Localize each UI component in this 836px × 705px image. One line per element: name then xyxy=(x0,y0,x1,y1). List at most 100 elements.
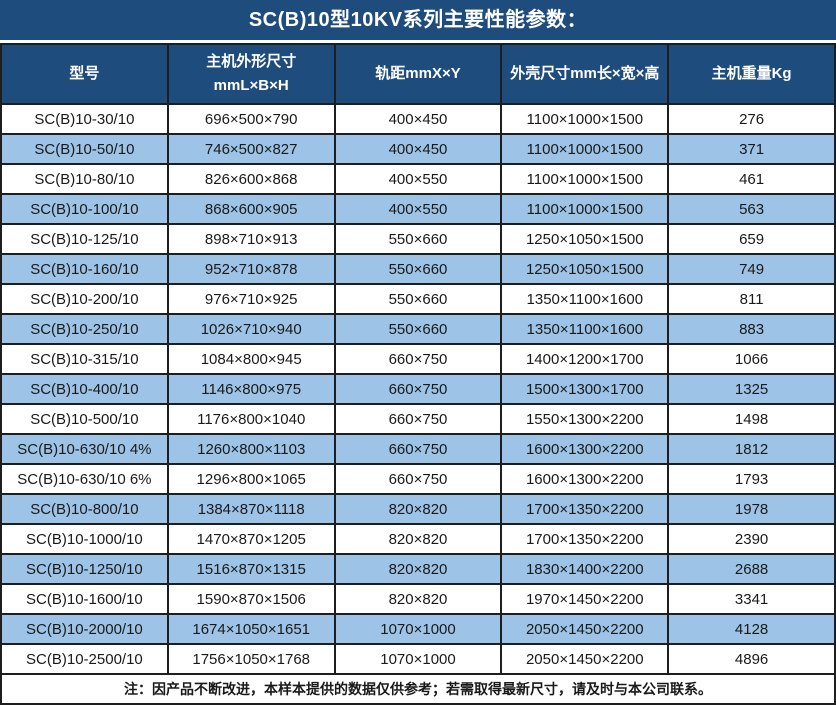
table-row: SC(B)10-250/10 1026×710×940 550×660 1350×11… xyxy=(0,313,836,345)
table-cell: 2050×1450×2200 xyxy=(500,643,670,675)
table-cell: 276 xyxy=(667,103,836,135)
table-cell: 1830×1400×2200 xyxy=(500,553,670,585)
table-cell: SC(B)10-1000/10 xyxy=(0,523,169,555)
table-cell: 1793 xyxy=(667,463,836,495)
note-row: 注：因产品不断改进，本样本提供的数据仅供参考；若需取得最新尺寸，请及时与本公司联… xyxy=(0,673,836,705)
table-row: SC(B)10-1000/10 1470×870×1205 820×820 1700×… xyxy=(0,523,836,555)
table-cell: SC(B)10-630/10 6% xyxy=(0,463,169,495)
table-cell: 696×500×790 xyxy=(166,103,336,135)
table-cell: 1146×800×975 xyxy=(166,373,336,405)
column-header-model: 型号 xyxy=(0,43,169,105)
table-cell: 1590×870×1506 xyxy=(166,583,336,615)
table-cell: 4896 xyxy=(667,643,836,675)
table-cell: 550×660 xyxy=(333,313,503,345)
table-cell: 1978 xyxy=(667,493,836,525)
table-cell: 1756×1050×1768 xyxy=(166,643,336,675)
table-cell: SC(B)10-160/10 xyxy=(0,253,169,285)
table-cell: 2050×1450×2200 xyxy=(500,613,670,645)
table-row: SC(B)10-800/10 1384×870×1118 820×820 1700×1… xyxy=(0,493,836,525)
table-cell: 400×550 xyxy=(333,193,503,225)
table-cell: 1812 xyxy=(667,433,836,465)
table-cell: 898×710×913 xyxy=(166,223,336,255)
table-row: SC(B)10-50/10 746×500×827 400×450 1100×1000… xyxy=(0,133,836,165)
table-cell: 1350×1100×1600 xyxy=(500,313,670,345)
table-row: SC(B)10-315/10 1084×800×945 660×750 1400×12… xyxy=(0,343,836,375)
table-cell: 660×750 xyxy=(333,463,503,495)
table-cell: 1176×800×1040 xyxy=(166,403,336,435)
table-cell: 1500×1300×1700 xyxy=(500,373,670,405)
table-cell: 1026×710×940 xyxy=(166,313,336,345)
table-cell: 952×710×878 xyxy=(166,253,336,285)
table-cell: 1516×870×1315 xyxy=(166,553,336,585)
table-cell: 660×750 xyxy=(333,403,503,435)
column-header-rail-gauge: 轨距mmX×Y xyxy=(333,43,503,105)
table-cell: 1600×1300×2200 xyxy=(500,433,670,465)
table-cell: 1970×1450×2200 xyxy=(500,583,670,615)
table-cell: SC(B)10-2000/10 xyxy=(0,613,169,645)
table-cell: 1070×1000 xyxy=(333,613,503,645)
table-cell: 1070×1000 xyxy=(333,643,503,675)
table-cell: 820×820 xyxy=(333,523,503,555)
table-row: SC(B)10-80/10 826×600×868 400×550 1100×1000… xyxy=(0,163,836,195)
column-header-shell-size: 外壳尺寸mm长×宽×高 xyxy=(500,43,670,105)
table-cell: 659 xyxy=(667,223,836,255)
table-row: SC(B)10-500/10 1176×800×1040 660×750 1550×1… xyxy=(0,403,836,435)
table-cell: 1084×800×945 xyxy=(166,343,336,375)
table-cell: SC(B)10-100/10 xyxy=(0,193,169,225)
table-row: SC(B)10-1250/10 1516×870×1315 820×820 1830×… xyxy=(0,553,836,585)
table-cell: 660×750 xyxy=(333,433,503,465)
table-cell: 1296×800×1065 xyxy=(166,463,336,495)
table-cell: 1674×1050×1651 xyxy=(166,613,336,645)
header-row: 型号 主机外形尺寸 mmL×B×H 轨距mmX×Y 外壳尺寸mm长×宽×高 主机… xyxy=(0,43,836,105)
table-cell: 1100×1000×1500 xyxy=(500,133,670,165)
table-cell: 1600×1300×2200 xyxy=(500,463,670,495)
table-cell: 1400×1200×1700 xyxy=(500,343,670,375)
table-cell: 1100×1000×1500 xyxy=(500,163,670,195)
table-cell: 1250×1050×1500 xyxy=(500,253,670,285)
table-row: SC(B)10-30/10 696×500×790 400×450 1100×1000… xyxy=(0,103,836,135)
table-cell: SC(B)10-315/10 xyxy=(0,343,169,375)
table-cell: SC(B)10-50/10 xyxy=(0,133,169,165)
table-cell: SC(B)10-1250/10 xyxy=(0,553,169,585)
table-cell: 4128 xyxy=(667,613,836,645)
table-cell: SC(B)10-500/10 xyxy=(0,403,169,435)
table-cell: SC(B)10-1600/10 xyxy=(0,583,169,615)
table-cell: SC(B)10-800/10 xyxy=(0,493,169,525)
table-cell: 976×710×925 xyxy=(166,283,336,315)
table-row: SC(B)10-400/10 1146×800×975 660×750 1500×13… xyxy=(0,373,836,405)
table-cell: 1250×1050×1500 xyxy=(500,223,670,255)
table-cell: 660×750 xyxy=(333,373,503,405)
column-header-host-dimensions: 主机外形尺寸 mmL×B×H xyxy=(166,43,336,105)
table-cell: 883 xyxy=(667,313,836,345)
table-row: SC(B)10-2000/10 1674×1050×1651 1070×1000 20… xyxy=(0,613,836,645)
table-cell: 1260×800×1103 xyxy=(166,433,336,465)
table-cell: 660×750 xyxy=(333,343,503,375)
table-cell: 550×660 xyxy=(333,253,503,285)
table-cell: 1100×1000×1500 xyxy=(500,193,670,225)
table-row: SC(B)10-2500/10 1756×1050×1768 1070×1000 20… xyxy=(0,643,836,675)
table-cell: 550×660 xyxy=(333,283,503,315)
table-cell: 1066 xyxy=(667,343,836,375)
table-cell: 400×550 xyxy=(333,163,503,195)
table-cell: 371 xyxy=(667,133,836,165)
table-cell: 820×820 xyxy=(333,493,503,525)
table-cell: SC(B)10-80/10 xyxy=(0,163,169,195)
table-cell: 749 xyxy=(667,253,836,285)
table-cell: 3341 xyxy=(667,583,836,615)
table-cell: 820×820 xyxy=(333,553,503,585)
table-cell: 550×660 xyxy=(333,223,503,255)
table-cell: 1498 xyxy=(667,403,836,435)
table-cell: 1700×1350×2200 xyxy=(500,523,670,555)
table-cell: SC(B)10-125/10 xyxy=(0,223,169,255)
note-text: 注：因产品不断改进，本样本提供的数据仅供参考；若需取得最新尺寸，请及时与本公司联… xyxy=(0,673,836,705)
page-title: SC(B)10型10KV系列主要性能参数： xyxy=(0,0,836,40)
table-footer: 注：因产品不断改进，本样本提供的数据仅供参考；若需取得最新尺寸，请及时与本公司联… xyxy=(0,673,836,705)
table-cell: 400×450 xyxy=(333,103,503,135)
table-cell: 2688 xyxy=(667,553,836,585)
table-header: 型号 主机外形尺寸 mmL×B×H 轨距mmX×Y 外壳尺寸mm长×宽×高 主机… xyxy=(0,43,836,105)
table-cell: 820×820 xyxy=(333,583,503,615)
table-cell: SC(B)10-30/10 xyxy=(0,103,169,135)
table-cell: 826×600×868 xyxy=(166,163,336,195)
column-header-host-weight: 主机重量Kg xyxy=(667,43,836,105)
